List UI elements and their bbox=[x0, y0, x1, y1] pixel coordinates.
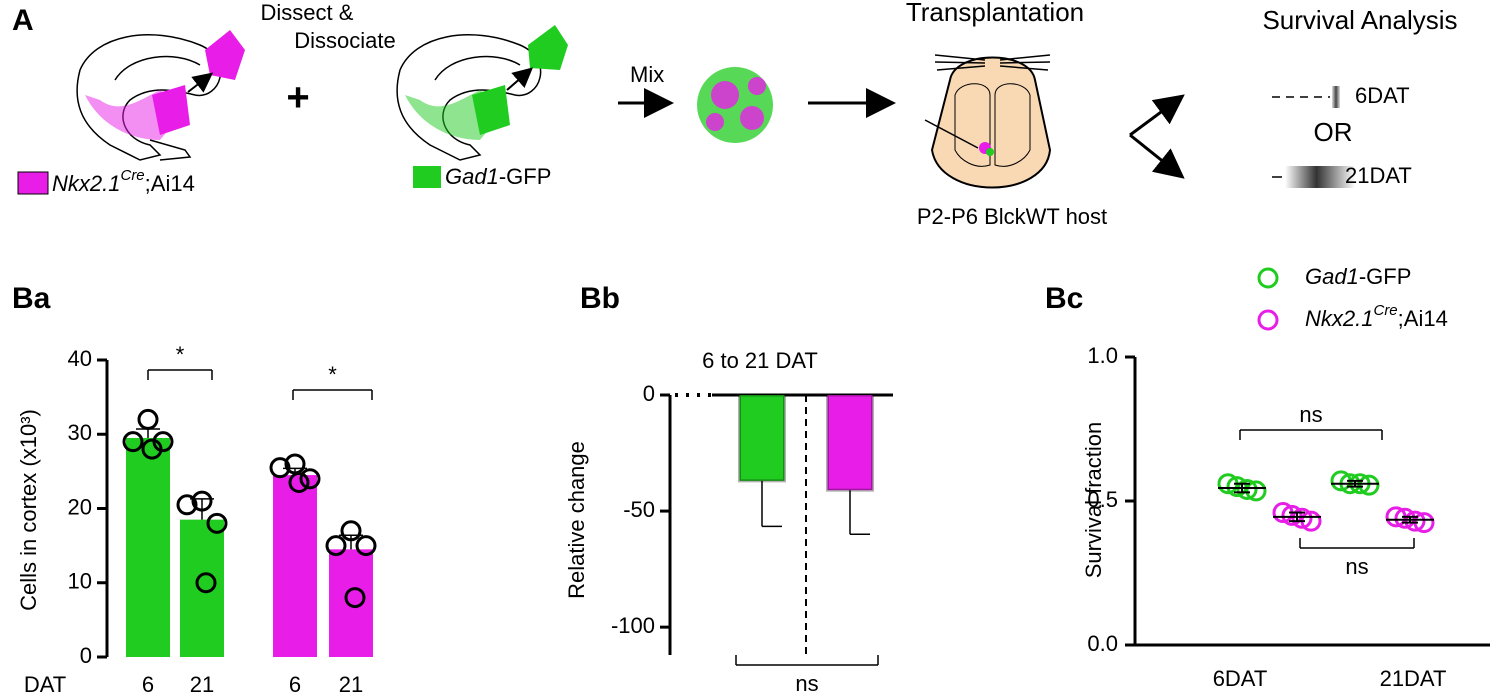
label-part: ;Ai14 bbox=[145, 171, 195, 196]
label-part: Nkx2.1 bbox=[1305, 306, 1373, 331]
x-axis-label: DAT bbox=[24, 672, 66, 694]
bar bbox=[826, 393, 874, 492]
plus-sign: + bbox=[286, 76, 309, 120]
step-label: Dissect & bbox=[261, 0, 354, 25]
data-point bbox=[299, 468, 321, 490]
y-axis-label: Survival fraction bbox=[1081, 422, 1106, 579]
y-axis-label: Cells in cortex (x10³) bbox=[16, 409, 41, 611]
label-part: -GFP bbox=[1359, 264, 1412, 289]
bar bbox=[126, 437, 170, 657]
significance-label: ns bbox=[1299, 402, 1322, 427]
panel-label: A bbox=[12, 4, 34, 37]
legend-marker bbox=[1257, 309, 1279, 331]
significance-label: * bbox=[176, 342, 185, 367]
data-point bbox=[1358, 474, 1380, 496]
x-tick-label: 21DAT bbox=[1380, 666, 1447, 691]
label-part: Gad1 bbox=[445, 164, 499, 189]
y-tick-label: 30 bbox=[68, 420, 92, 445]
x-tick-label: 6 bbox=[289, 672, 301, 694]
data-point bbox=[137, 408, 159, 430]
data-point bbox=[206, 512, 228, 534]
chart-title: 6 to 21 DAT bbox=[702, 348, 818, 373]
timepoint-label: 21DAT bbox=[1345, 163, 1412, 188]
label-part: Cre bbox=[1373, 302, 1397, 319]
data-point bbox=[1394, 507, 1416, 529]
bar bbox=[329, 549, 373, 657]
bar bbox=[273, 475, 317, 657]
data-point bbox=[355, 535, 377, 557]
data-point bbox=[340, 520, 362, 542]
significance-label: ns bbox=[795, 671, 818, 694]
data-point bbox=[1291, 507, 1313, 529]
y-tick-label: -100 bbox=[611, 613, 655, 638]
data-point bbox=[344, 587, 366, 609]
data-point bbox=[191, 490, 213, 512]
significance-label: ns bbox=[1345, 554, 1368, 579]
legend-label: Gad1-GFP bbox=[1305, 264, 1411, 289]
brain-labels bbox=[17, 25, 1355, 195]
legend-label: Nkx2.1Cre;Ai14 bbox=[1305, 302, 1448, 331]
label-part: Gad1 bbox=[1305, 264, 1359, 289]
bar bbox=[738, 393, 786, 483]
y-tick-label: 0 bbox=[80, 643, 92, 668]
data-point bbox=[288, 472, 310, 494]
step-title: Transplantation bbox=[906, 0, 1084, 27]
legend-label: Gad1-GFP bbox=[445, 164, 551, 189]
bar bbox=[180, 519, 224, 657]
y-tick-label: 10 bbox=[68, 569, 92, 594]
label-part: ;Ai14 bbox=[1398, 306, 1448, 331]
y-tick-label: 0.0 bbox=[1087, 631, 1118, 656]
data-point bbox=[141, 438, 163, 460]
x-tick-label: 6DAT bbox=[1213, 666, 1268, 691]
y-tick-label: 0.5 bbox=[1087, 487, 1118, 512]
label-part: Nkx2.1 bbox=[52, 171, 120, 196]
x-tick-label: 6 bbox=[142, 672, 154, 694]
host-label: P2-P6 BlckWT host bbox=[917, 204, 1107, 229]
y-tick-label: 0 bbox=[643, 381, 655, 406]
x-tick-label: 21 bbox=[190, 672, 214, 694]
label-part: -GFP bbox=[499, 164, 552, 189]
step-title: Survival Analysis bbox=[1262, 5, 1457, 35]
x-tick-label: 21 bbox=[339, 672, 363, 694]
data-point bbox=[176, 494, 198, 516]
legend-label: Nkx2.1Cre;Ai14 bbox=[52, 167, 195, 196]
data-point bbox=[1245, 480, 1267, 502]
panel-label: Ba bbox=[12, 282, 51, 315]
y-tick-label: 40 bbox=[68, 346, 92, 371]
label-part: Cre bbox=[120, 167, 144, 184]
data-point bbox=[122, 431, 144, 453]
panel-label: Bb bbox=[580, 282, 620, 315]
data-point bbox=[325, 535, 347, 557]
panel-label: Bc bbox=[1045, 282, 1083, 315]
data-point bbox=[1404, 510, 1426, 532]
timepoint-label: 6DAT bbox=[1355, 83, 1410, 108]
y-tick-label: 20 bbox=[68, 494, 92, 519]
data-point bbox=[269, 457, 291, 479]
data-point bbox=[1226, 476, 1248, 498]
y-tick-label: -50 bbox=[623, 497, 655, 522]
or-label: OR bbox=[1314, 117, 1353, 147]
y-axis-label: Relative change bbox=[564, 441, 589, 599]
significance-label: * bbox=[328, 362, 337, 387]
step-label: Dissociate bbox=[294, 28, 395, 53]
y-tick-label: 1.0 bbox=[1087, 343, 1118, 368]
data-point bbox=[1236, 478, 1258, 500]
data-point bbox=[195, 572, 217, 594]
legend-marker bbox=[1257, 267, 1279, 289]
mix-label: Mix bbox=[630, 62, 664, 87]
data-point bbox=[1281, 504, 1303, 526]
